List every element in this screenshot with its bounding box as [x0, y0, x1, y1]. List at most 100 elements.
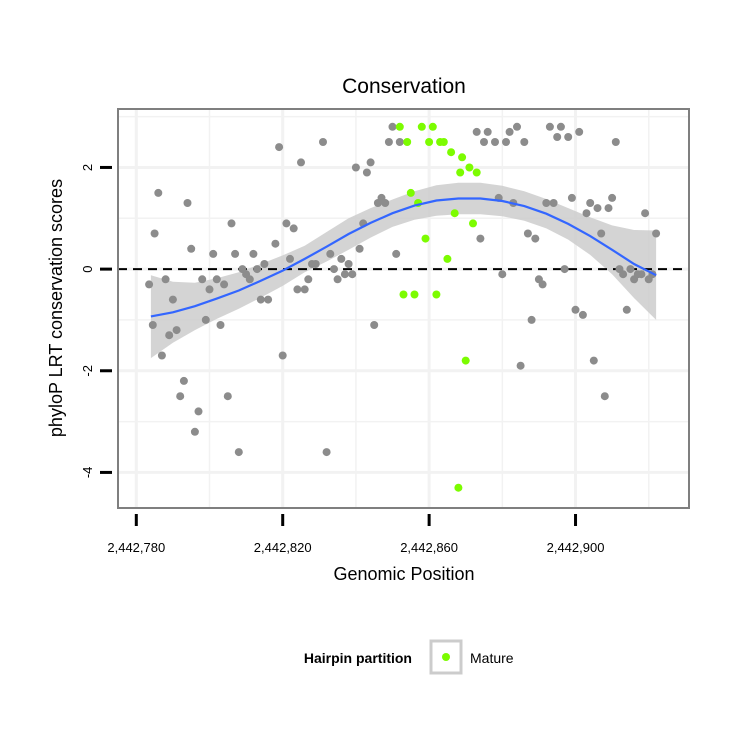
data-point — [231, 249, 240, 258]
data-point — [560, 265, 569, 274]
data-point — [366, 158, 375, 167]
data-point — [564, 133, 573, 141]
data-point — [154, 188, 163, 197]
data-point — [395, 138, 404, 146]
data-point — [278, 351, 287, 360]
legend-title: Hairpin partition — [304, 650, 412, 666]
x-tick-label: 2,442,900 — [547, 540, 605, 555]
data-point — [480, 138, 488, 146]
data-point — [190, 427, 199, 436]
data-point — [388, 122, 397, 131]
mature-data-point — [432, 290, 441, 299]
data-point — [637, 270, 646, 279]
data-point — [567, 193, 576, 202]
data-point — [549, 199, 558, 207]
data-point — [322, 448, 331, 457]
data-point — [556, 122, 565, 131]
data-point — [531, 234, 540, 243]
data-point — [571, 305, 580, 314]
data-point — [205, 285, 214, 294]
y-tick-label: 2 — [80, 164, 95, 171]
data-point — [220, 280, 229, 289]
data-point — [619, 270, 628, 279]
mature-data-point — [417, 122, 426, 131]
mature-data-point — [472, 168, 481, 177]
mature-data-point — [406, 188, 415, 197]
data-point — [582, 209, 591, 218]
data-point — [348, 270, 357, 279]
x-tick-label: 2,442,860 — [400, 540, 458, 555]
data-point — [253, 265, 262, 274]
data-point — [362, 168, 371, 177]
data-point — [212, 275, 221, 284]
mature-data-point — [447, 148, 456, 157]
data-point — [392, 249, 401, 258]
data-point — [161, 275, 170, 284]
smooth-fit-line — [150, 197, 657, 318]
data-point — [216, 321, 225, 329]
confidence-band-layer — [150, 182, 657, 359]
mature-data-point — [461, 356, 470, 365]
mature-data-point — [465, 163, 474, 172]
data-point — [344, 260, 353, 268]
data-point — [300, 285, 309, 294]
mature-data-point — [458, 153, 467, 162]
mature-data-point — [399, 290, 408, 299]
data-point — [542, 199, 551, 207]
data-point — [523, 229, 532, 238]
data-point — [330, 265, 338, 274]
legend: Hairpin partition Mature — [304, 639, 514, 675]
mature-data-point — [454, 483, 463, 492]
data-point — [150, 229, 159, 238]
data-points — [145, 122, 661, 492]
data-point — [381, 199, 390, 207]
data-point — [245, 275, 254, 284]
data-point — [337, 254, 346, 263]
data-point — [597, 229, 606, 238]
confidence-band — [150, 182, 657, 359]
x-axis: 2,442,780 2,442,820 2,442,860 2,442,900 — [107, 514, 604, 555]
data-point — [326, 249, 335, 258]
data-point — [608, 193, 617, 202]
data-point — [593, 204, 602, 213]
data-point — [260, 260, 269, 268]
data-point — [472, 127, 481, 136]
data-point — [201, 315, 210, 324]
data-point — [538, 280, 547, 289]
data-point — [652, 229, 661, 238]
plot-panel — [117, 108, 690, 509]
data-point — [513, 122, 521, 131]
data-point — [275, 143, 284, 152]
mature-data-point — [421, 234, 430, 243]
data-point — [148, 321, 157, 329]
y-tick-label: -2 — [80, 365, 95, 377]
data-point — [340, 270, 349, 279]
data-point — [384, 138, 393, 146]
data-point — [589, 356, 598, 365]
data-point — [351, 163, 360, 172]
data-point — [578, 310, 587, 319]
data-point — [622, 305, 631, 314]
data-point — [370, 321, 379, 329]
chart-title: Conservation — [342, 75, 466, 98]
data-point — [168, 295, 177, 304]
smooth-fit-layer — [150, 197, 657, 318]
y-axis-title: phyloP LRT conservation scores — [46, 179, 66, 437]
mature-data-point — [425, 138, 434, 146]
data-point — [223, 392, 232, 401]
data-point — [498, 270, 507, 279]
data-point — [626, 265, 635, 274]
x-tick-label: 2,442,820 — [254, 540, 312, 555]
data-point — [527, 315, 536, 324]
mature-data-point — [403, 138, 412, 146]
mature-data-point — [410, 290, 419, 299]
data-point — [491, 138, 499, 146]
data-point — [319, 138, 327, 146]
data-point — [355, 244, 364, 253]
mature-data-point — [469, 219, 477, 228]
legend-mature-swatch — [442, 653, 450, 661]
legend-key-box — [429, 639, 463, 675]
mature-data-point — [395, 122, 404, 131]
data-point — [545, 122, 554, 131]
